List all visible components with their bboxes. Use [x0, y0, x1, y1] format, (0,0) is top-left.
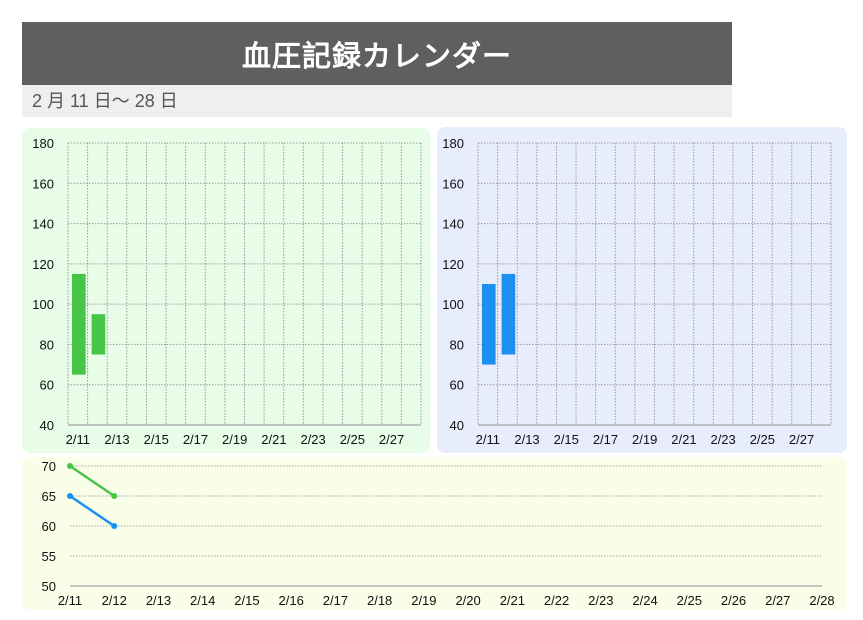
- x-tick-label: 2/18: [367, 593, 392, 608]
- x-tick-label: 2/25: [750, 432, 775, 447]
- x-tick-label: 2/23: [710, 432, 735, 447]
- y-tick-label: 40: [450, 418, 464, 433]
- x-tick-label: 2/15: [144, 432, 169, 447]
- pulse-line-chart: 50 55 60 65 70 2/11 2/12 2/13 2/14 2/15 2/16 2/17 2/…: [22, 457, 847, 610]
- x-tick-label: 2/19: [222, 432, 247, 447]
- x-tick-label: 2/26: [721, 593, 746, 608]
- data-point: [67, 463, 73, 469]
- y-tick-label: 80: [40, 337, 54, 352]
- y-tick-label: 60: [450, 378, 464, 393]
- x-tick-label: 2/24: [632, 593, 657, 608]
- x-tick-label: 2/20: [455, 593, 480, 608]
- x-tick-label: 2/27: [765, 593, 790, 608]
- x-tick-label: 2/13: [146, 593, 171, 608]
- x-tick-label: 2/14: [190, 593, 215, 608]
- range-bar: [72, 273, 86, 375]
- x-tick-label: 2/23: [588, 593, 613, 608]
- x-tick-label: 2/25: [340, 432, 365, 447]
- x-tick-label: 2/25: [677, 593, 702, 608]
- date-range-label: 2 月 11 日〜 28 日: [32, 91, 178, 111]
- x-tick-label: 2/13: [104, 432, 129, 447]
- line-chart-svg: 50 55 60 65 70 2/11 2/12 2/13 2/14 2/15 2/16 2/17 2/…: [42, 459, 835, 608]
- x-tick-label: 2/23: [300, 432, 325, 447]
- x-tick-label: 2/11: [66, 432, 90, 447]
- y-tick-label: 55: [42, 549, 56, 564]
- data-point: [111, 493, 118, 499]
- series-line: [69, 464, 115, 498]
- range-bar: [501, 273, 516, 355]
- y-tick-label: 100: [32, 297, 54, 312]
- x-tick-label: 2/11: [58, 593, 82, 608]
- y-tick-label: 40: [40, 418, 54, 433]
- x-tick-label: 2/17: [323, 593, 348, 608]
- x-tick-label: 2/22: [544, 593, 569, 608]
- range-bar: [91, 314, 106, 355]
- data-point: [111, 523, 118, 529]
- x-tick-label: 2/27: [789, 432, 814, 447]
- date-range-bar: 2 月 11 日〜 28 日: [22, 85, 732, 117]
- y-tick-label: 60: [42, 519, 56, 534]
- y-tick-label: 140: [442, 217, 464, 232]
- x-tick-label: 2/28: [809, 593, 834, 608]
- x-tick-label: 2/21: [261, 432, 286, 447]
- y-tick-label: 140: [32, 217, 54, 232]
- x-tick-label: 2/21: [671, 432, 696, 447]
- x-tick-label: 2/16: [279, 593, 304, 608]
- y-tick-label: 100: [442, 297, 464, 312]
- y-tick-label: 60: [40, 378, 54, 393]
- y-tick-label: 180: [442, 136, 464, 151]
- y-tick-label: 120: [442, 257, 464, 272]
- x-tick-label: 2/21: [500, 593, 525, 608]
- x-tick-label: 2/17: [593, 432, 618, 447]
- range-chart-blue: 40 60 80 100 120 140 160 180 2/11 2/13 2/15 2/17 2/1…: [437, 127, 847, 453]
- y-tick-label: 50: [42, 579, 56, 594]
- blue-range-chart-svg: 40 60 80 100 120 140 160 180 2/11 2/13 2/15 2/17 2/1…: [442, 136, 832, 447]
- series-line: [69, 494, 115, 528]
- y-tick-label: 120: [32, 257, 54, 272]
- y-tick-label: 65: [42, 489, 56, 504]
- green-range-chart-svg: 40 60 80 100 120 140 160 180 2/11 2/13 2/15 2/17 2/1…: [32, 136, 422, 447]
- x-tick-label: 2/15: [554, 432, 579, 447]
- x-tick-label: 2/19: [411, 593, 436, 608]
- systolic-range-chart-green: 40 60 80 100 120 140 160 180 2/11 2/13 2/15 2/17 2/1…: [22, 128, 430, 453]
- x-tick-label: 2/12: [102, 593, 127, 608]
- x-tick-label: 2/15: [234, 593, 259, 608]
- data-point: [67, 493, 73, 499]
- y-tick-label: 160: [442, 176, 464, 191]
- x-tick-label: 2/17: [183, 432, 208, 447]
- page-title: 血圧記録カレンダー: [241, 40, 512, 73]
- y-tick-label: 80: [450, 337, 464, 352]
- y-tick-label: 160: [32, 176, 54, 191]
- y-tick-label: 180: [32, 136, 54, 151]
- page-title-bar: 血圧記録カレンダー: [22, 22, 732, 85]
- y-tick-label: 70: [42, 459, 56, 474]
- range-bar: [482, 284, 496, 365]
- x-tick-label: 2/13: [514, 432, 539, 447]
- x-tick-label: 2/19: [632, 432, 657, 447]
- x-tick-label: 2/27: [379, 432, 404, 447]
- x-tick-label: 2/11: [476, 432, 500, 447]
